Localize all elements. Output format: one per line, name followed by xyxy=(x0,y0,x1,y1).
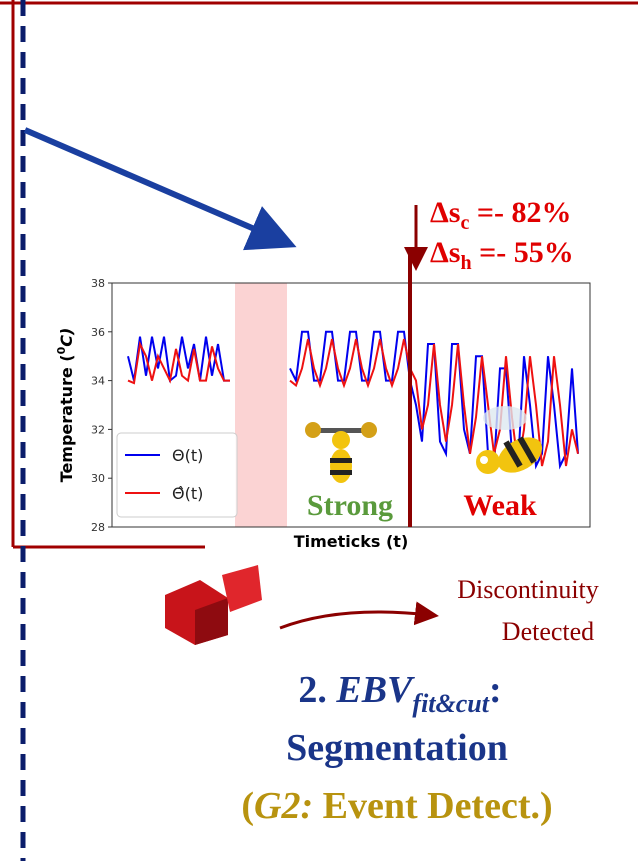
method-sub: fit&cut xyxy=(412,689,489,718)
discontinuity-text: Discontinuity xyxy=(457,575,599,604)
method-name: EBV xyxy=(335,669,415,711)
delta-symbol: Δs xyxy=(430,236,460,269)
strong-label: Strong xyxy=(307,489,393,522)
method-colon: : xyxy=(489,669,502,711)
delta-value: =- 82% xyxy=(469,196,571,229)
goal-open: ( xyxy=(241,785,254,827)
shaded-gap xyxy=(235,283,287,527)
y-axis-label: Temperature (0C) xyxy=(55,328,76,483)
delta-subscript: h xyxy=(460,252,471,274)
delta-symbol: Δs xyxy=(430,196,460,229)
delta-annotation: Δsh =- 55% xyxy=(430,236,574,274)
segmentation-text: Segmentation xyxy=(286,727,508,769)
pointer-arrow xyxy=(25,130,280,240)
method-title: 2. EBVfit&cut: xyxy=(298,669,501,718)
strong-bee xyxy=(305,422,377,483)
method-number: 2. xyxy=(298,669,336,711)
delta-annotation: Δsc =- 82% xyxy=(430,196,571,234)
detected-text: Detected xyxy=(502,617,594,646)
goal-text: (G2: Event Detect.) xyxy=(241,785,552,827)
y-tick-label: 38 xyxy=(91,277,105,290)
detect-arrow xyxy=(280,612,430,628)
y-tick-label: 34 xyxy=(91,375,105,388)
y-label-main: Temperature ( xyxy=(57,354,76,482)
y-tick-label: 28 xyxy=(91,521,105,534)
y-tick-label: 36 xyxy=(91,326,105,339)
weak-label: Weak xyxy=(463,489,537,522)
y-tick-label: 30 xyxy=(91,472,105,485)
goal-id: G2: xyxy=(254,785,313,827)
y-label-unit: C) xyxy=(57,328,76,347)
goal-desc: Event Detect.) xyxy=(313,785,553,827)
figure: 28 30 32 34 36 38 Temperature (0C) Timeticks (t… xyxy=(0,0,638,861)
box-icon xyxy=(165,565,262,645)
x-axis-label: Timeticks (t) xyxy=(294,532,409,551)
delta-value: =- 55% xyxy=(472,236,574,269)
delta-subscript: c xyxy=(460,212,469,234)
legend-label: Θ(t) xyxy=(172,446,203,465)
y-tick-label: 32 xyxy=(91,423,105,436)
legend-label: Θ̂(t) xyxy=(172,484,203,503)
